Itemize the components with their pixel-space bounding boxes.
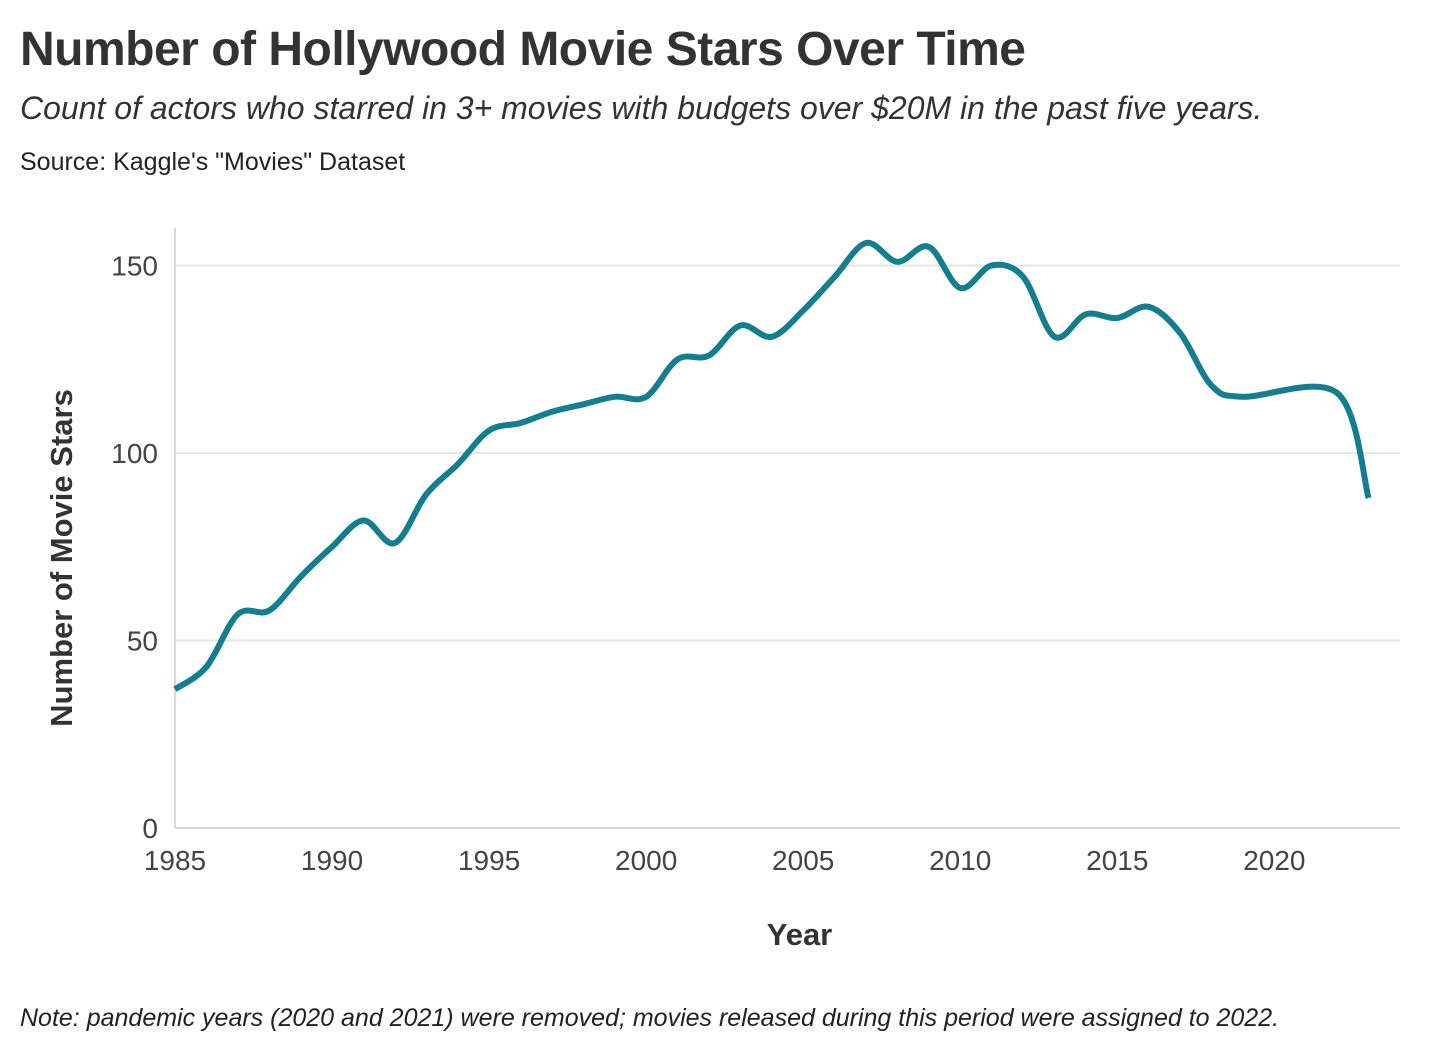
x-tick-label: 2020 (1243, 845, 1305, 876)
x-tick-label: 2005 (772, 845, 834, 876)
y-tick-label: 0 (142, 813, 158, 844)
x-axis-ticks: 1985 1990 1995 2000 2005 2010 2015 2020 (144, 845, 1306, 876)
x-tick-label: 1985 (144, 845, 206, 876)
x-tick-label: 1990 (301, 845, 363, 876)
y-axis-title: Number of Movie Stars (44, 389, 79, 727)
y-axis-ticks: 0 50 100 150 (111, 251, 158, 845)
source-note: Source: Kaggle's "Movies" Dataset (20, 148, 406, 176)
y-tick-label: 50 (127, 626, 158, 657)
footnote: Note: pandemic years (2020 and 2021) wer… (20, 1004, 1280, 1032)
x-tick-label: 1995 (458, 845, 520, 876)
x-tick-label: 2015 (1086, 845, 1148, 876)
x-tick-label: 2000 (615, 845, 677, 876)
gridlines (175, 264, 1400, 642)
x-axis-title: Year (767, 917, 833, 952)
y-tick-label: 100 (111, 438, 158, 469)
line-chart: 0 50 100 150 1985 1990 1995 2000 2005 2010 2015 20… (44, 228, 1400, 952)
page-title: Number of Hollywood Movie Stars Over Tim… (20, 23, 1026, 76)
y-tick-label: 150 (111, 251, 158, 282)
series-line (173, 239, 1372, 692)
x-tick-label: 2010 (929, 845, 991, 876)
page-subtitle: Count of actors who starred in 3+ movies… (20, 90, 1263, 126)
